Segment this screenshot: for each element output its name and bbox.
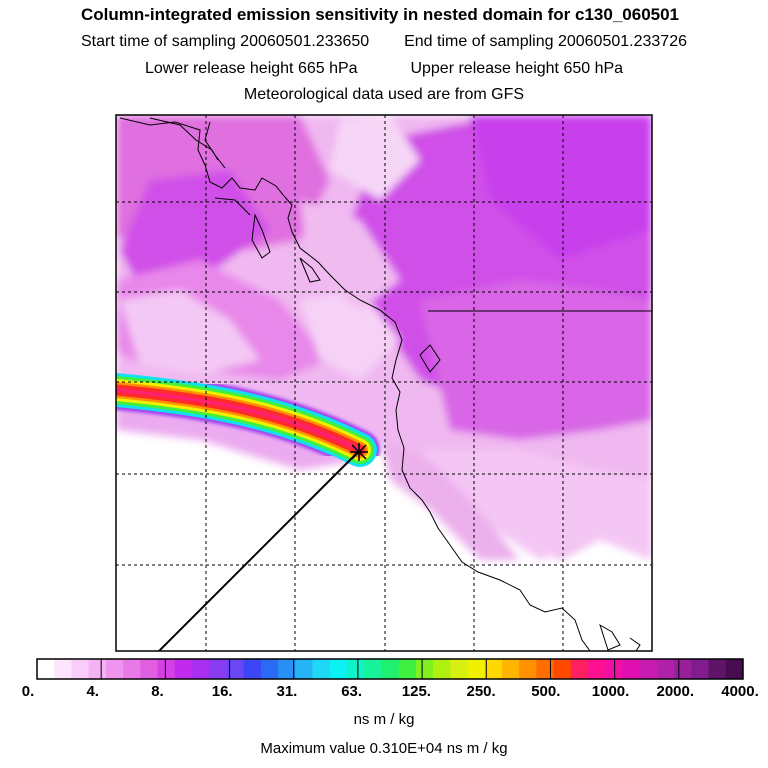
plot-title: Column-integrated emission sensitivity i… xyxy=(80,5,680,24)
colorbar-tick-label: 1000. xyxy=(591,683,630,700)
colorbar-tick-label: 8. xyxy=(151,683,164,700)
colorbar-tick-label: 0. xyxy=(21,683,35,700)
colorbar-tick-label: 2000. xyxy=(656,683,695,700)
emission-plume xyxy=(116,370,380,470)
coastline xyxy=(119,117,591,651)
map-frame xyxy=(115,114,653,652)
sampling-times: Start time of sampling 20060501.233650 E… xyxy=(0,33,768,51)
colorbar-tick-label: 4000. xyxy=(721,683,759,700)
met-data-label: Meteorological data used are from GFS xyxy=(243,86,525,103)
colorbar-tick-label: 125. xyxy=(401,683,431,700)
end-time-label: End time of sampling 20060501.233726 xyxy=(404,33,687,50)
maximum-value-label: Maximum value 0.310E+04 ns m / kg xyxy=(260,740,508,757)
colorbar-tick-label: 250. xyxy=(466,683,496,700)
start-time-label: Start time of sampling 20060501.233650 xyxy=(81,33,370,50)
colorbar-tick-label: 4. xyxy=(86,683,99,700)
colorbar-units: ns m / kg xyxy=(353,711,415,728)
colorbar-tick-label: 63. xyxy=(341,683,363,700)
sensitivity-field xyxy=(116,115,652,560)
release-heights: Lower release height 665 hPa Upper relea… xyxy=(0,60,768,78)
coastline-islands xyxy=(149,117,641,651)
colorbar-tick-label: 31. xyxy=(276,683,298,700)
colorbar-tick-label: 500. xyxy=(531,683,561,700)
colorbar-tick-label: 16. xyxy=(211,683,233,700)
upper-release-label: Upper release height 650 hPa xyxy=(410,60,624,77)
map-field xyxy=(116,115,652,651)
release-location-cross xyxy=(350,443,368,461)
lower-release-label: Lower release height 665 hPa xyxy=(144,60,358,77)
graticule xyxy=(116,115,652,651)
flight-track xyxy=(157,451,359,651)
